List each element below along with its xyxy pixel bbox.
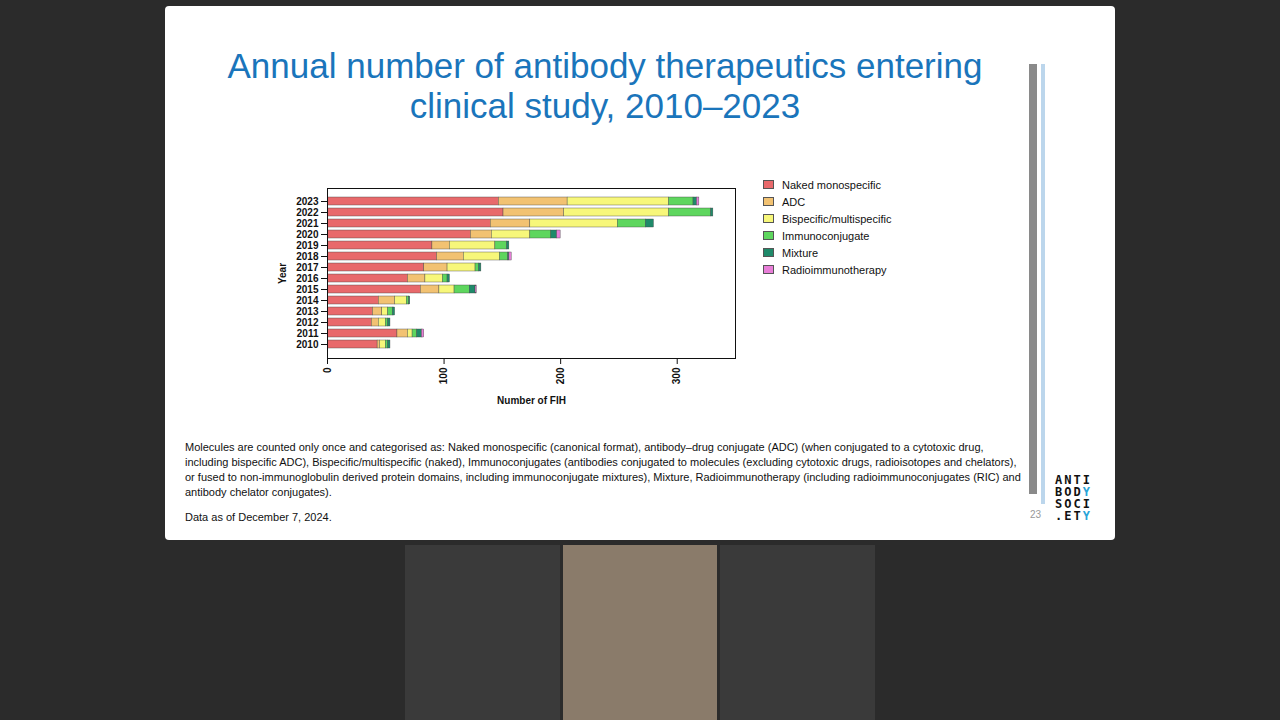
- html-text:Radioimmunotherapy: Radioimmunotherapy: [782, 263, 887, 276]
- html-text:B O D Y: B O D Y: [1055, 485, 1092, 499]
- svg-text:2019: 2019: [296, 240, 319, 251]
- svg-text:300: 300: [671, 367, 682, 384]
- html-text:Naked monospecific: Naked monospecific: [782, 178, 882, 191]
- svg-text:200: 200: [555, 367, 566, 384]
- svg-text:2021: 2021: [296, 218, 319, 229]
- svg-text:0: 0: [322, 367, 333, 373]
- svg-text:2011: 2011: [297, 328, 319, 339]
- svg-text:2023: 2023: [296, 196, 319, 207]
- svg-text:2020: 2020: [296, 229, 319, 240]
- svg-text:Year: Year: [277, 263, 288, 284]
- html-text:Molecules are counted only onc: Molecules are counted only once and cate…: [185, 441, 1021, 498]
- html-text:Annual number of antibody ther: Annual number of antibody therapeutics e…: [227, 46, 983, 125]
- svg-text:2014: 2014: [296, 295, 319, 306]
- svg-text:2010: 2010: [296, 339, 319, 350]
- html-text:A N T I: A N T I: [1055, 473, 1092, 487]
- svg-text:2016: 2016: [296, 273, 319, 284]
- html-text:Mixture: Mixture: [782, 246, 819, 259]
- svg-text:100: 100: [438, 367, 449, 384]
- html-text:23: 23: [1030, 509, 1042, 520]
- svg-text:2015: 2015: [296, 284, 319, 295]
- html-text:Immunoconjugate: Immunoconjugate: [782, 229, 870, 242]
- html-text:. E T Y: . E T Y: [1055, 509, 1092, 523]
- html-text:ADC: ADC: [782, 195, 806, 208]
- svg-text:2018: 2018: [296, 251, 319, 262]
- html-text:Data as of December 7, 2024.: Data as of December 7, 2024.: [185, 511, 332, 523]
- svg-text:2013: 2013: [296, 306, 319, 317]
- svg-text:2022: 2022: [296, 207, 319, 218]
- svg-text:2017: 2017: [296, 262, 319, 273]
- html-text:Bispecific/multispecific: Bispecific/multispecific: [782, 212, 892, 225]
- html-text:S O C I: S O C I: [1055, 497, 1092, 511]
- svg-text:Number of FIH: Number of FIH: [497, 395, 566, 406]
- svg-text:2012: 2012: [296, 317, 319, 328]
